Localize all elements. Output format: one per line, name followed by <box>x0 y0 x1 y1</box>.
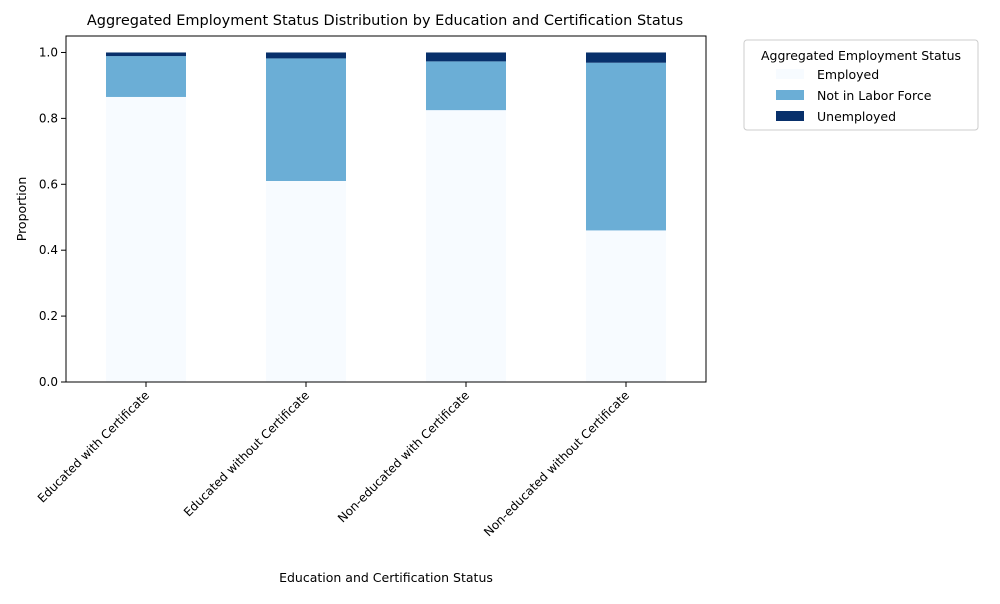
bar-segment-unemployed-3 <box>426 52 506 62</box>
legend-swatch-unemployed <box>776 111 804 121</box>
y-axis-label: Proportion <box>14 177 29 242</box>
y-tick-label: 0.8 <box>39 111 58 125</box>
x-tick-label: Non-educated without Certificate <box>481 388 632 539</box>
legend-label-unemployed: Unemployed <box>817 109 896 124</box>
bar-segment-not-in-labor-force-4 <box>586 62 666 231</box>
bar-segment-employed-4 <box>586 230 666 382</box>
legend-swatch-employed <box>776 69 804 79</box>
bar-segment-employed-2 <box>266 180 346 382</box>
bar-segment-employed-1 <box>106 96 186 383</box>
legend-items: Employed Not in Labor Force Unemployed <box>776 67 932 124</box>
y-tick-label: 0.2 <box>39 309 58 323</box>
legend-label-not-in-labor-force: Not in Labor Force <box>817 88 932 103</box>
x-tick-label: Educated with Certificate <box>35 388 152 505</box>
legend: Aggregated Employment Status Employed Not… <box>743 39 979 131</box>
bar-segment-not-in-labor-force-1 <box>106 56 186 97</box>
plot-area-frame <box>65 35 707 383</box>
bars-layer <box>106 52 666 383</box>
legend-label-employed: Employed <box>817 67 879 82</box>
y-tick-label: 0.0 <box>39 375 58 389</box>
bar-segment-not-in-labor-force-2 <box>266 58 346 181</box>
bar-segment-employed-3 <box>426 110 506 382</box>
legend-title: Aggregated Employment Status <box>761 48 961 63</box>
bar-segment-unemployed-1 <box>106 52 186 57</box>
y-tick-label: 1.0 <box>39 45 58 59</box>
x-tick-label: Non-educated with Certificate <box>335 388 472 525</box>
legend-swatch-not-in-labor-force <box>776 90 804 100</box>
bar-segment-unemployed-2 <box>266 52 346 59</box>
bar-segment-not-in-labor-force-3 <box>426 61 506 111</box>
x-tick-label: Educated without Certificate <box>181 388 312 519</box>
x-axis: Educated with Certificate Educated withou… <box>35 382 632 539</box>
y-tick-label: 0.6 <box>39 177 58 191</box>
y-tick-label: 0.4 <box>39 243 58 257</box>
x-axis-label: Education and Certification Status <box>279 570 493 585</box>
y-axis: 0.0 0.2 0.4 0.6 0.8 1.0 <box>39 45 66 389</box>
chart-title: Aggregated Employment Status Distributio… <box>87 13 683 29</box>
legend-frame <box>743 39 979 131</box>
bar-segment-unemployed-4 <box>586 52 666 63</box>
